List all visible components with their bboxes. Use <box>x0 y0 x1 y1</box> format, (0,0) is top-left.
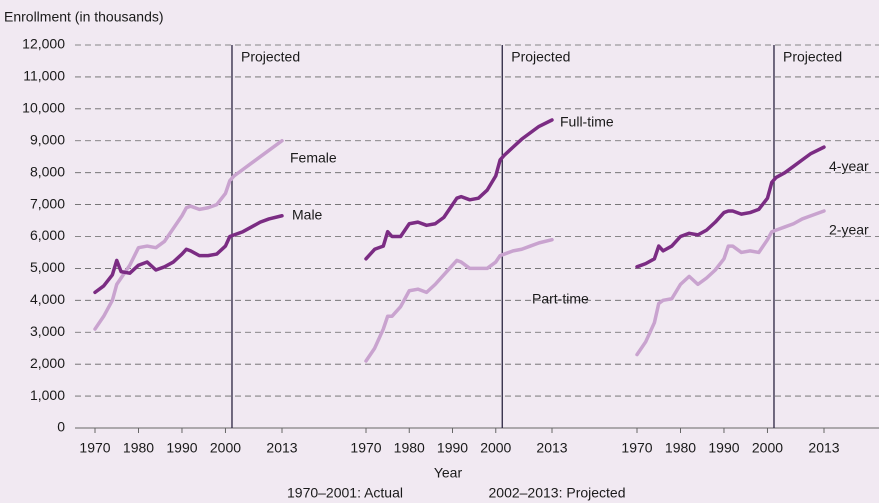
x-tick-label: 1990 <box>166 440 197 456</box>
x-tick-label: 2000 <box>210 440 241 456</box>
y-tick-label: 7,000 <box>30 195 65 211</box>
y-tick-label: 1,000 <box>30 387 65 403</box>
series-line <box>635 209 826 357</box>
y-tick-label: 12,000 <box>22 36 65 52</box>
series-label: Part-time <box>532 290 589 306</box>
x-tick-label: 2013 <box>266 440 297 456</box>
x-tick-label: 1970 <box>621 440 652 456</box>
y-tick-label: 10,000 <box>22 100 65 116</box>
y-tick-label: 4,000 <box>30 291 65 307</box>
x-tick-label: 2000 <box>480 440 511 456</box>
projected-label: Projected <box>241 49 300 65</box>
note: 1970–2001: Actual <box>287 485 403 501</box>
x-tick-label: 2013 <box>536 440 567 456</box>
y-tick-label: 6,000 <box>30 227 65 243</box>
series-line <box>364 237 554 363</box>
note: 2002–2013: Projected <box>489 485 626 501</box>
series-label: Female <box>290 149 337 165</box>
series-label: Full-time <box>560 114 614 130</box>
series-line <box>93 139 284 331</box>
y-tick-label: 5,000 <box>30 259 65 275</box>
x-tick-label: 2013 <box>808 440 839 456</box>
y-tick-label: 8,000 <box>30 163 65 179</box>
x-tick-label: 1980 <box>123 440 154 456</box>
x-tick-label: 1990 <box>437 440 468 456</box>
x-tick-label: 1990 <box>708 440 739 456</box>
y-tick-label: 2,000 <box>30 355 65 371</box>
projected-label: Projected <box>511 49 570 65</box>
x-tick-label: 1970 <box>350 440 381 456</box>
projected-label: Projected <box>783 49 842 65</box>
series-label: 2-year <box>829 222 869 238</box>
x-axis-label: Year <box>434 465 463 481</box>
y-tick-label: 0 <box>57 419 65 435</box>
y-tick-label: 11,000 <box>23 68 65 84</box>
series-line <box>364 118 554 261</box>
y-tick-label: 3,000 <box>30 323 65 339</box>
series-label: Male <box>292 206 323 222</box>
series-label: 4-year <box>829 158 869 174</box>
series-line <box>635 145 826 269</box>
y-tick-label: 9,000 <box>30 131 65 147</box>
x-tick-label: 2000 <box>752 440 783 456</box>
x-tick-label: 1970 <box>79 440 110 456</box>
x-tick-label: 1980 <box>394 440 425 456</box>
series-line <box>93 214 284 295</box>
y-axis-label: Enrollment (in thousands) <box>4 9 164 25</box>
x-tick-label: 1980 <box>665 440 696 456</box>
